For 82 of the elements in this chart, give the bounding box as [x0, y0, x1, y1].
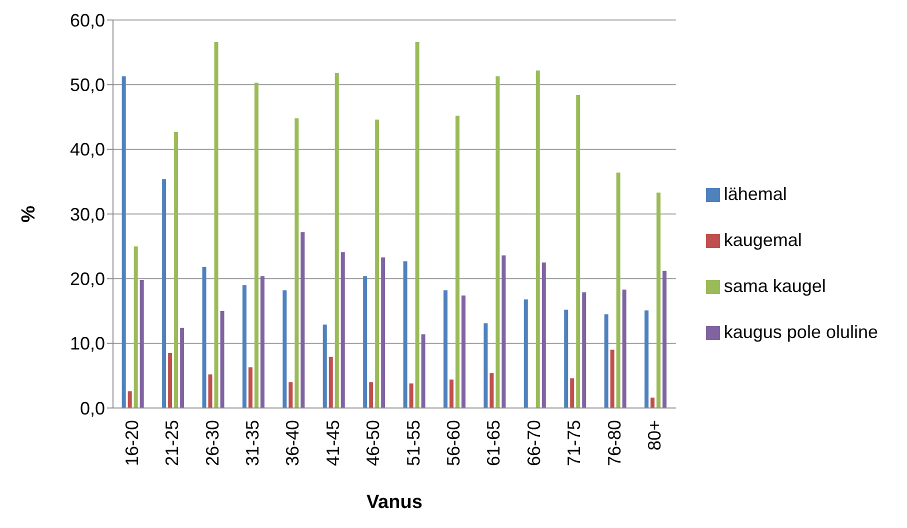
- bar: [616, 172, 620, 408]
- bar: [375, 120, 380, 408]
- bar: [174, 132, 178, 408]
- x-tick-label: 80+: [644, 420, 665, 451]
- bar: [502, 255, 506, 408]
- bar: [134, 246, 138, 408]
- x-tick-label: 36-40: [282, 420, 303, 466]
- x-tick-label: 31-35: [242, 420, 262, 466]
- bar: [369, 382, 374, 408]
- bar: [524, 299, 528, 408]
- x-tick-label: 26-30: [202, 420, 222, 466]
- bar: [455, 116, 460, 408]
- bar: [122, 76, 126, 408]
- x-tick-label: 76-80: [604, 420, 624, 466]
- bar: [403, 261, 408, 408]
- bar: [300, 232, 305, 408]
- bar: [363, 276, 368, 408]
- y-tick-label: 30,0: [70, 204, 105, 224]
- bar: [282, 290, 287, 408]
- bar: [564, 310, 568, 408]
- x-tick-label: 41-45: [322, 420, 343, 466]
- bar: [260, 276, 264, 408]
- bar: [180, 328, 184, 408]
- legend-label: kaugus pole oluline: [724, 322, 878, 342]
- y-tick-label: 20,0: [70, 269, 105, 290]
- bar: [542, 262, 546, 408]
- bar: [322, 324, 327, 408]
- y-tick-label: 50,0: [70, 75, 105, 96]
- bar: [254, 82, 258, 408]
- x-tick-label: 56-60: [444, 420, 464, 466]
- y-tick-label: 60,0: [70, 10, 105, 30]
- bar: [340, 252, 345, 408]
- bar: [381, 257, 386, 408]
- bar: [656, 192, 661, 408]
- bar: [208, 374, 212, 408]
- bar: [334, 73, 339, 408]
- bar: [242, 285, 246, 408]
- bar: [582, 292, 586, 408]
- x-tick-label: 61-65: [484, 420, 504, 466]
- legend-label: kaugemal: [724, 230, 802, 250]
- bar: [202, 267, 206, 408]
- bar: [576, 95, 580, 408]
- bar: [461, 295, 466, 408]
- bar: [644, 310, 649, 408]
- x-tick-label: 71-75: [564, 420, 584, 466]
- bar: [128, 391, 132, 408]
- bar: [604, 314, 608, 408]
- bar: [220, 311, 224, 408]
- bar: [443, 290, 448, 408]
- bar: [415, 42, 420, 408]
- bar: [662, 270, 667, 408]
- bar: [214, 42, 218, 408]
- bar: [490, 373, 494, 408]
- bar: [328, 356, 333, 408]
- x-tick-label: 66-70: [524, 420, 544, 466]
- x-tick-label: 46-50: [363, 420, 384, 466]
- bar: [484, 323, 488, 408]
- legend-label: lähemal: [724, 184, 787, 204]
- bar: [496, 76, 500, 408]
- bar: [650, 398, 655, 408]
- bar: [421, 334, 426, 408]
- legend-label: sama kaugel: [724, 276, 826, 296]
- bar: [622, 290, 626, 408]
- bar: [288, 382, 293, 408]
- bar: [140, 280, 144, 408]
- y-tick-label: 0,0: [80, 398, 105, 418]
- bar: [294, 118, 299, 408]
- bar: [409, 383, 414, 408]
- x-tick-label: 21-25: [162, 420, 182, 466]
- x-tick-label: 16-20: [122, 420, 142, 466]
- bar: [162, 179, 166, 408]
- bar: [168, 353, 172, 408]
- y-tick-label: 10,0: [70, 334, 105, 354]
- bar: [536, 70, 540, 408]
- bar: [570, 378, 574, 408]
- x-tick-label: 51-55: [403, 420, 424, 466]
- bar: [248, 367, 252, 408]
- bar: [449, 380, 454, 408]
- y-tick-label: 40,0: [70, 140, 105, 160]
- y-axis-title: %: [18, 205, 40, 222]
- bar: [610, 350, 614, 408]
- x-axis-title: Vanus: [366, 492, 422, 513]
